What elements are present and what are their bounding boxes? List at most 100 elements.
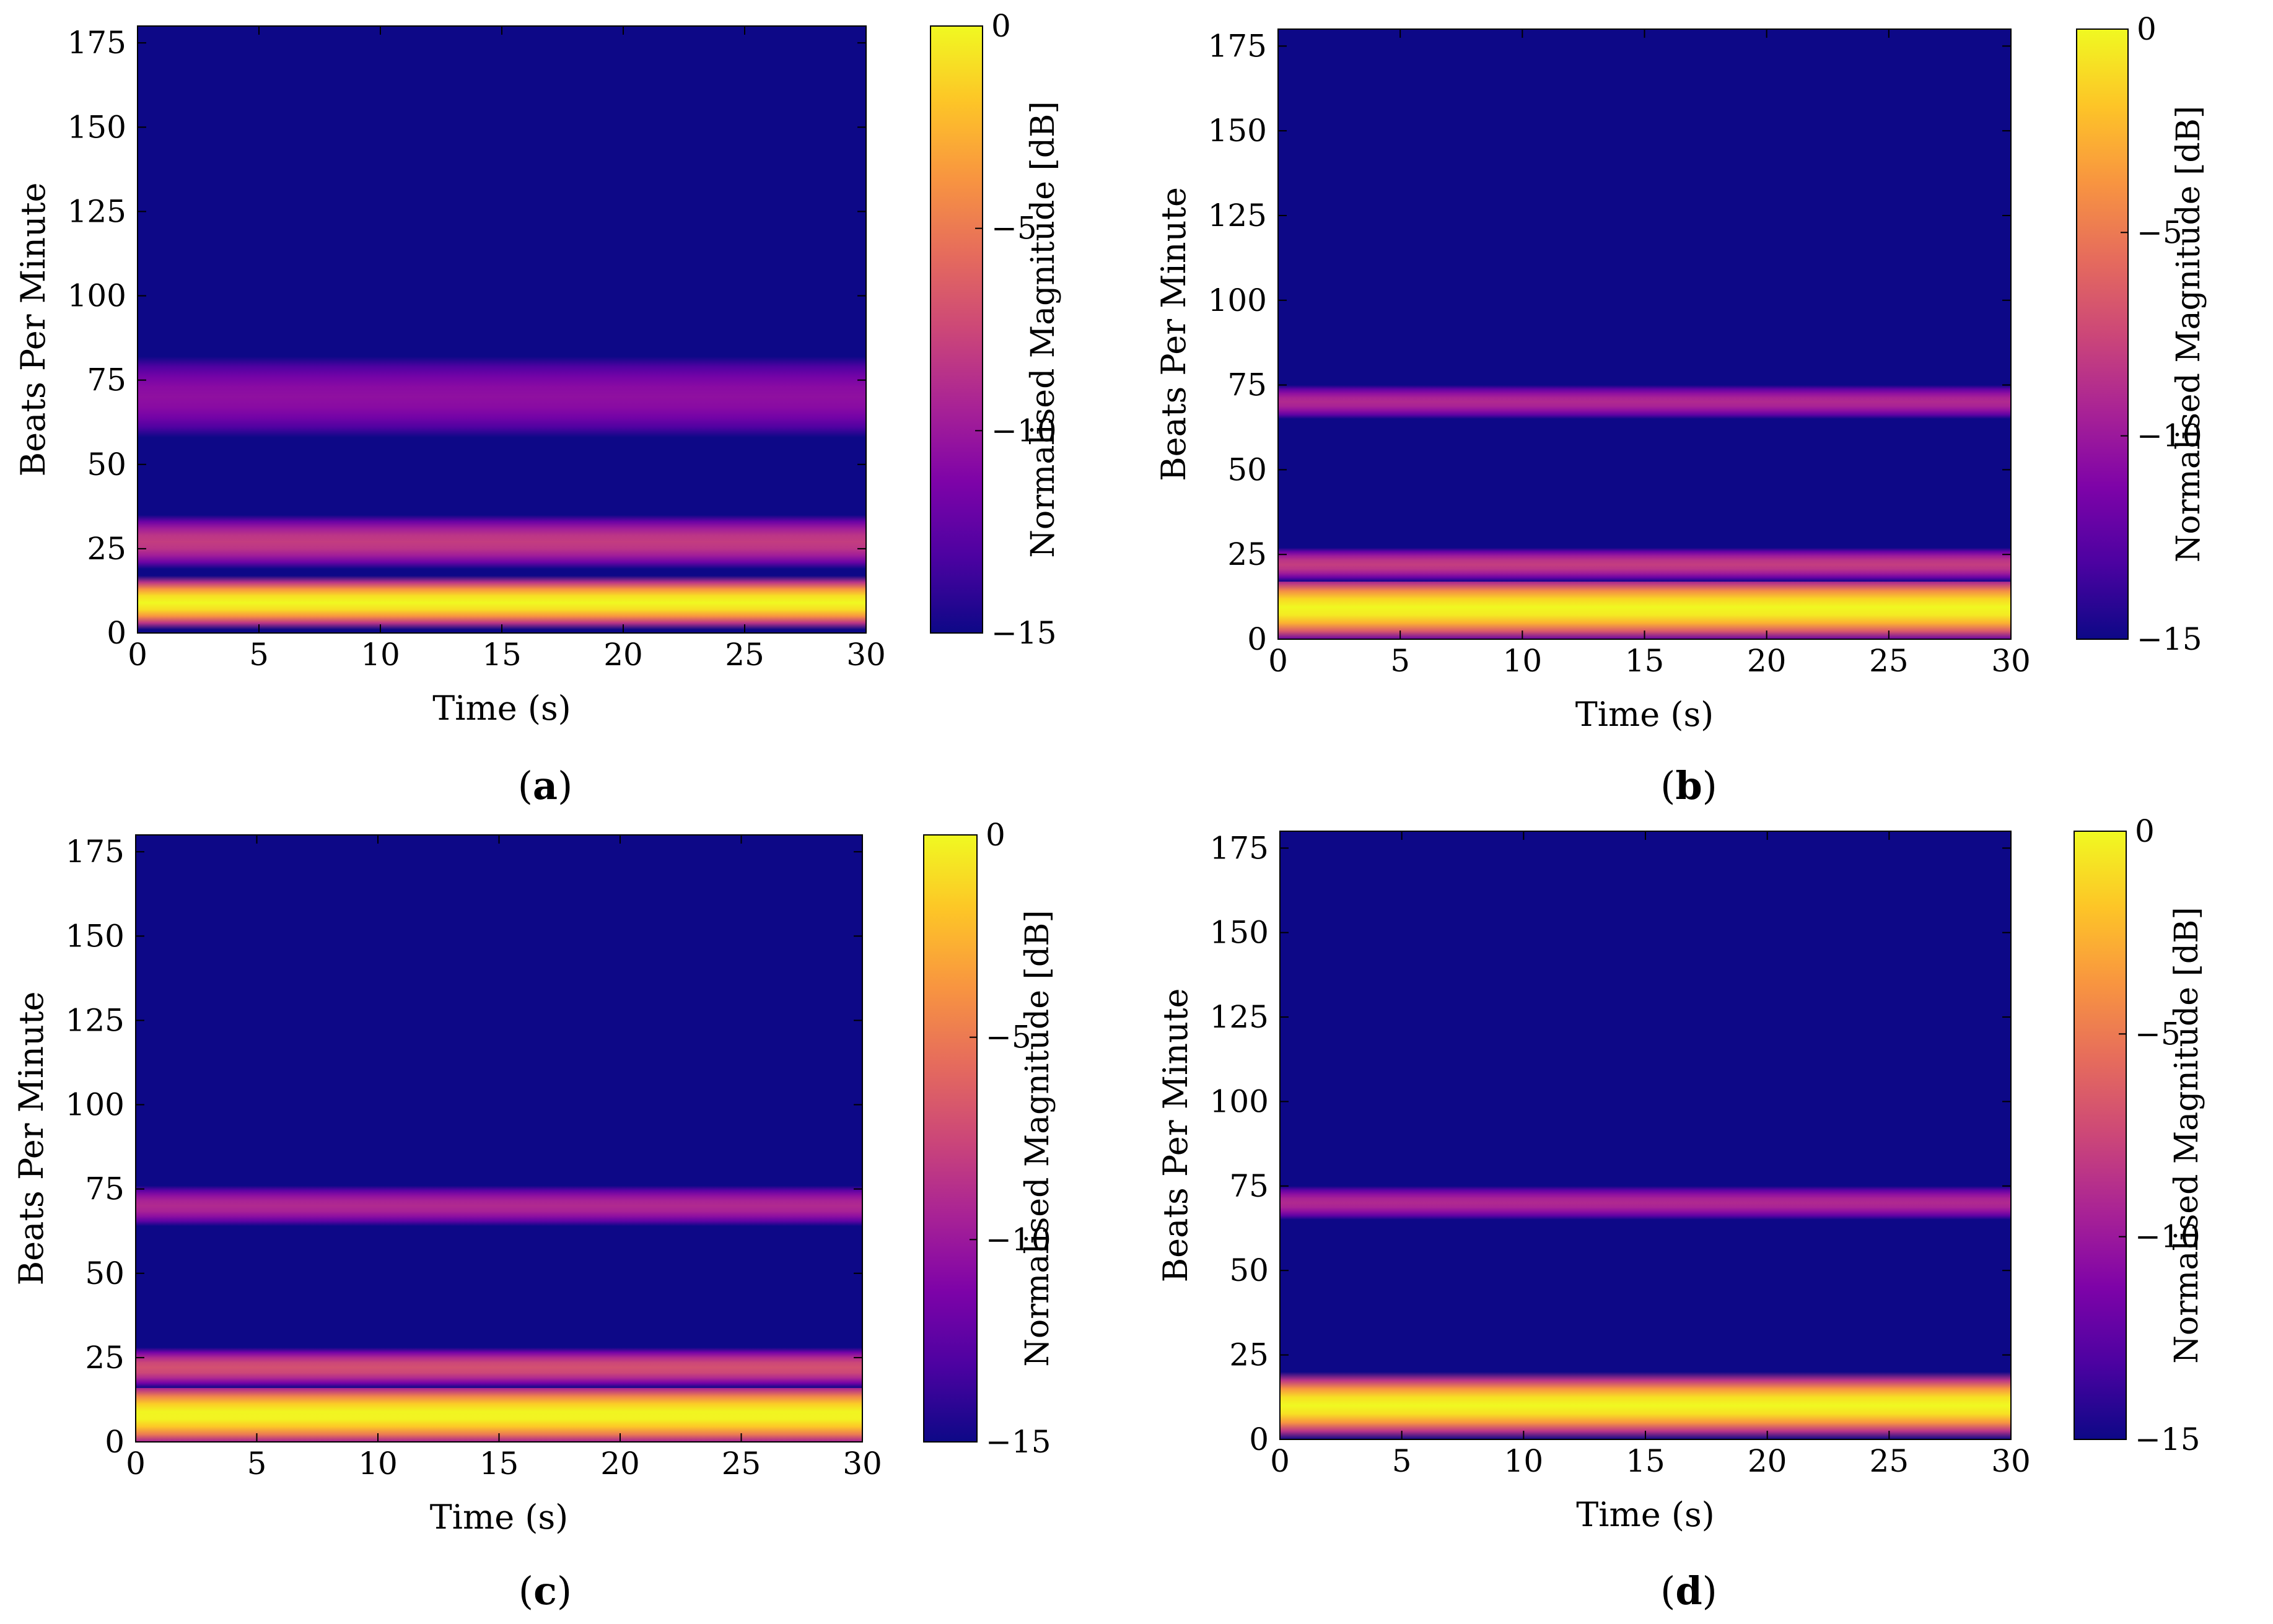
x-tick-label: 5 xyxy=(1392,1443,1412,1479)
y-tick-label: 175 xyxy=(1208,28,1267,64)
heatmap-band-70bpm xyxy=(1280,1185,2011,1220)
y-tick-label: 0 xyxy=(107,615,126,651)
colorbar-tick-label: −5 xyxy=(986,1019,1031,1055)
y-axis-label: Beats Per Minute xyxy=(1154,187,1193,481)
y-tick-label: 150 xyxy=(68,109,126,145)
colorbar-label: Normalised Magnitude [dB] xyxy=(1019,910,1056,1366)
x-tick-label: 15 xyxy=(1625,643,1665,679)
heatmap-band-10bpm xyxy=(1280,1371,2011,1439)
colorbar-tick-label: −15 xyxy=(986,1424,1051,1460)
x-tick-label: 20 xyxy=(1748,1443,1787,1479)
x-tick-label: 20 xyxy=(600,1446,640,1482)
heatmap-band-70bpm xyxy=(138,356,866,438)
y-tick-label: 100 xyxy=(68,278,126,314)
heatmap-band-22bpm xyxy=(1278,548,2011,582)
colorbar-label: Normalised Magnitude [dB] xyxy=(2170,106,2207,562)
panel-b: 0 5 10 15 20 25 30 0 25 50 75 100 125 150 175 Time (s) B… xyxy=(1154,11,2207,808)
x-tick-label: 30 xyxy=(843,1446,882,1482)
colorbar-tick-label: 0 xyxy=(2137,11,2157,47)
x-tick-label: 0 xyxy=(126,1446,146,1482)
x-tick-label: 10 xyxy=(361,637,400,673)
y-tick-label: 100 xyxy=(66,1087,125,1123)
y-tick-label: 75 xyxy=(85,1171,125,1207)
x-tick-label: 5 xyxy=(249,637,269,673)
colorbar-tick-label: 0 xyxy=(986,817,1005,853)
colorbar-tick-label: −5 xyxy=(991,211,1037,247)
y-tick-label: 25 xyxy=(1229,1337,1269,1373)
x-tick-label: 30 xyxy=(846,637,886,673)
x-tick-label: 5 xyxy=(1390,643,1410,679)
y-tick-label: 75 xyxy=(1229,1168,1269,1204)
x-tick-label: 5 xyxy=(247,1446,267,1482)
y-axis-label: Beats Per Minute xyxy=(14,182,53,476)
x-tick-label: 25 xyxy=(1869,643,1909,679)
colorbar-tick-label: −10 xyxy=(986,1221,1051,1257)
x-tick-label: 20 xyxy=(603,637,643,673)
panel-d: 0 5 10 15 20 25 30 0 25 50 75 100 125 150 175 Time (s) B… xyxy=(1156,813,2205,1613)
y-tick-label: 125 xyxy=(1208,198,1267,234)
heatmap-band-9bpm xyxy=(1278,575,2011,639)
colorbar-tick-label: −10 xyxy=(991,413,1057,448)
colorbar-tick-label: −10 xyxy=(2137,418,2202,454)
y-tick-label: 25 xyxy=(1227,536,1267,572)
heatmap-band-9bpm xyxy=(138,575,866,630)
panel-caption: (a) xyxy=(518,763,573,808)
panel-caption: (c) xyxy=(519,1568,572,1613)
colorbar-tick-label: −5 xyxy=(2137,214,2183,250)
x-tick-label: 25 xyxy=(1870,1443,1909,1479)
y-tick-label: 125 xyxy=(68,193,126,229)
colorbar-tick-label: −15 xyxy=(2137,621,2202,657)
colorbar-tick-label: −5 xyxy=(2135,1016,2181,1052)
panel-caption: (b) xyxy=(1660,763,1717,808)
y-tick-label: 0 xyxy=(1247,621,1267,657)
x-tick-label: 30 xyxy=(1991,1443,2031,1479)
colorbar xyxy=(923,834,978,1443)
heatmap-band-70bpm xyxy=(1278,385,2011,419)
y-tick-label: 75 xyxy=(1227,367,1267,403)
y-tick-label: 0 xyxy=(105,1424,125,1460)
y-axis-label: Beats Per Minute xyxy=(1156,988,1195,1282)
x-tick-label: 10 xyxy=(358,1446,398,1482)
colorbar-label: Normalised Magnitude [dB] xyxy=(2168,907,2205,1363)
heatmap-band-8bpm xyxy=(136,1381,862,1442)
panel-caption: (d) xyxy=(1660,1568,1717,1613)
x-tick-label: 15 xyxy=(480,1446,519,1482)
colorbar-tick-label: −15 xyxy=(2135,1421,2201,1457)
heatmap-background xyxy=(1278,29,2011,639)
y-tick-label: 100 xyxy=(1208,282,1267,318)
y-tick-label: 0 xyxy=(1249,1421,1269,1457)
panel-c: 0 5 10 15 20 25 30 0 25 50 75 100 125 150 175 Time (s) B… xyxy=(12,817,1056,1613)
x-tick-label: 0 xyxy=(1270,1443,1290,1479)
heatmap-band-27bpm xyxy=(138,515,866,569)
x-tick-label: 25 xyxy=(722,1446,761,1482)
x-tick-label: 10 xyxy=(1503,643,1543,679)
y-tick-label: 175 xyxy=(68,25,126,61)
y-tick-label: 150 xyxy=(66,918,125,954)
colorbar xyxy=(2074,831,2127,1440)
y-tick-label: 125 xyxy=(1210,999,1269,1035)
y-tick-label: 50 xyxy=(1227,452,1267,487)
x-tick-label: 15 xyxy=(1626,1443,1665,1479)
x-tick-label: 0 xyxy=(128,637,147,673)
y-tick-label: 150 xyxy=(1210,915,1269,951)
colorbar-tick-label: 0 xyxy=(2135,813,2155,849)
y-tick-label: 125 xyxy=(66,1002,125,1038)
x-axis-label: Time (s) xyxy=(1575,695,1714,734)
colorbar-tick-label: −15 xyxy=(991,615,1057,651)
colorbar xyxy=(930,25,983,634)
panel-a: 0 5 10 15 20 25 30 0 25 50 75 100 125 150 175 Time (s) B… xyxy=(14,8,1062,808)
colorbar-tick-label: −10 xyxy=(2135,1219,2201,1255)
y-tick-label: 25 xyxy=(85,1340,125,1376)
x-axis-label: Time (s) xyxy=(1576,1495,1714,1534)
x-tick-label: 25 xyxy=(725,637,764,673)
x-axis-label: Time (s) xyxy=(432,689,571,728)
colorbar-tick-label: 0 xyxy=(991,8,1011,44)
colorbar xyxy=(2076,28,2129,640)
x-tick-label: 15 xyxy=(482,637,522,673)
y-tick-label: 175 xyxy=(1210,830,1269,866)
y-tick-label: 50 xyxy=(87,447,126,482)
heatmap-band-22bpm xyxy=(136,1347,862,1388)
x-axis-label: Time (s) xyxy=(430,1498,568,1537)
colorbar-label: Normalised Magnitude [dB] xyxy=(1025,101,1062,557)
